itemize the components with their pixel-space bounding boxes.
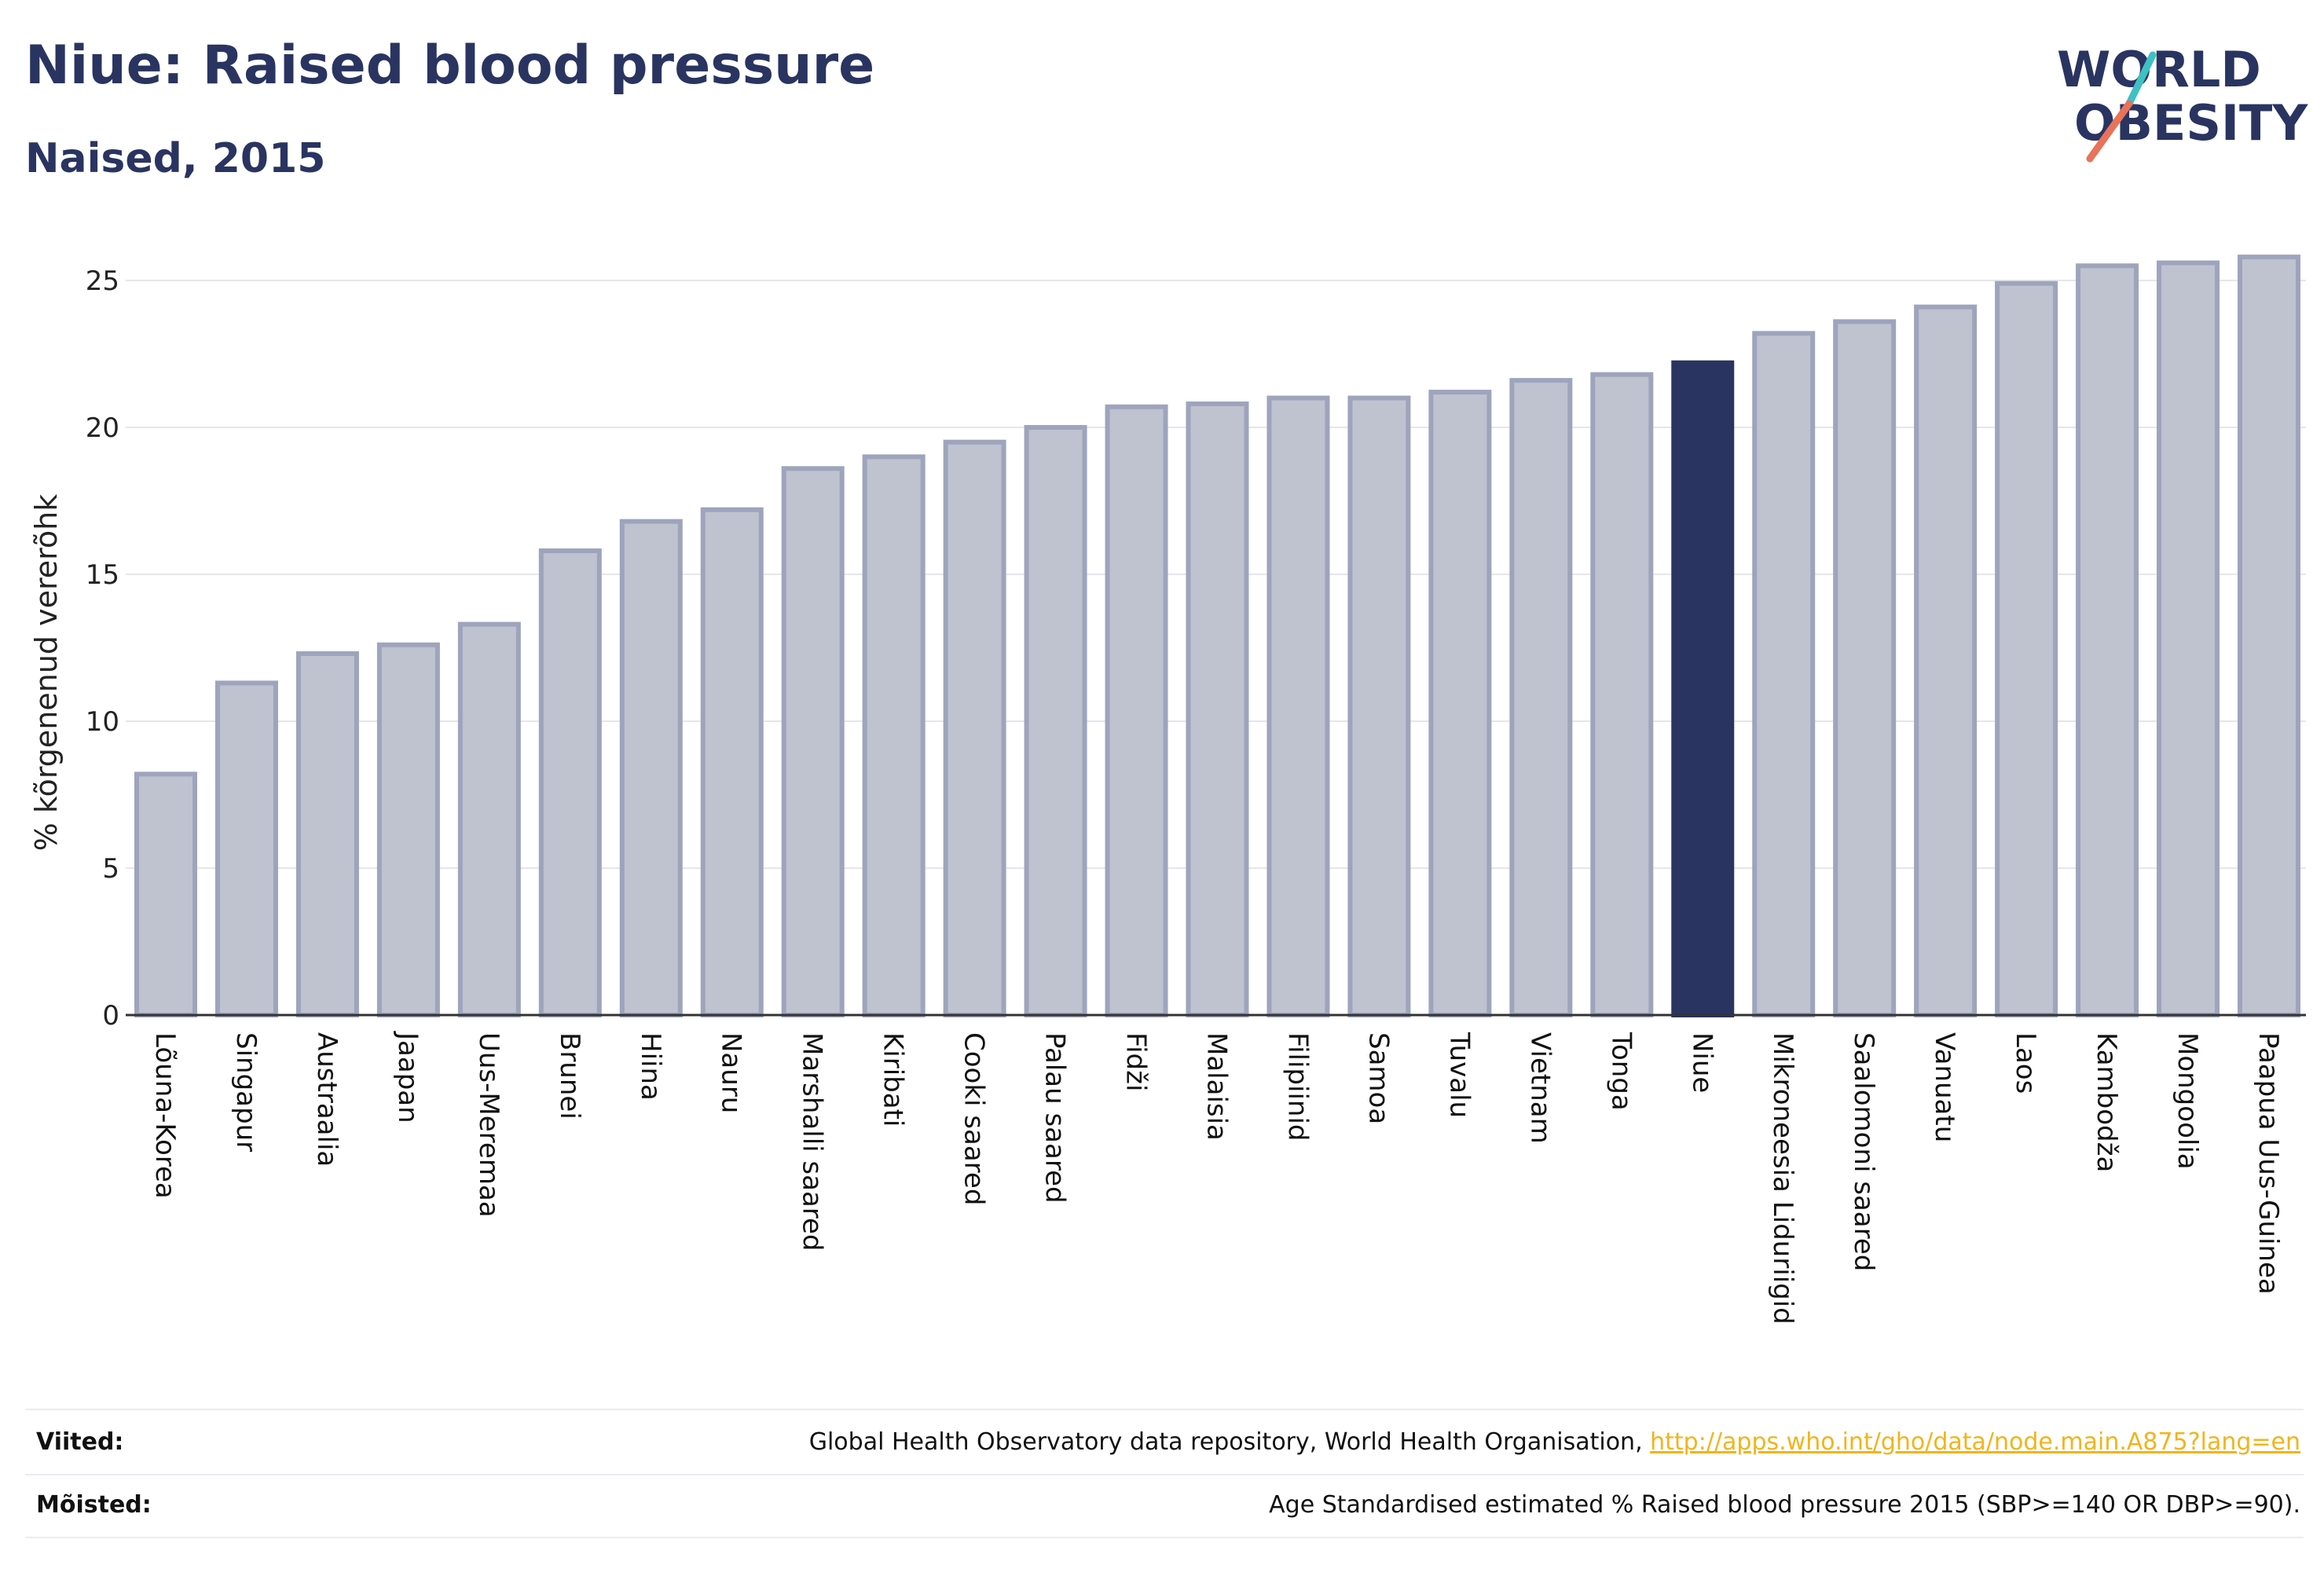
x-tick-label: Filipiinid bbox=[1281, 1032, 1313, 1141]
x-tick-label: Nauru bbox=[716, 1032, 747, 1113]
x-tick-label: Vanuatu bbox=[1929, 1032, 1960, 1142]
x-tick-label: Mongoolia bbox=[2172, 1032, 2203, 1170]
x-tick-label: Uus-Meremaa bbox=[473, 1032, 504, 1218]
x-tick-label: Marshalli saared bbox=[797, 1032, 828, 1252]
x-tick-label: Saalomoni saared bbox=[1848, 1032, 1879, 1271]
footer-divider-middle bbox=[25, 1474, 2304, 1475]
bar bbox=[1752, 331, 1816, 1017]
x-tick-label: Samoa bbox=[1362, 1032, 1394, 1124]
page-title: Niue: Raised blood pressure bbox=[25, 35, 875, 97]
x-tick-label: Tonga bbox=[1605, 1032, 1637, 1111]
world-obesity-logo: WORLD OBESITY bbox=[2057, 41, 2308, 163]
logo-slash-bottom bbox=[2086, 100, 2133, 163]
x-tick-label: Laos bbox=[2010, 1032, 2041, 1094]
bar bbox=[700, 507, 764, 1017]
bar bbox=[1024, 425, 1087, 1017]
x-tick-label: Kiribati bbox=[878, 1032, 909, 1127]
y-tick-label: 5 bbox=[102, 853, 119, 885]
bar bbox=[1509, 378, 1573, 1018]
page-subtitle: Naised, 2015 bbox=[25, 135, 326, 182]
x-tick-label: Kambodža bbox=[2091, 1032, 2122, 1172]
bar bbox=[1914, 304, 1978, 1018]
bar bbox=[457, 621, 521, 1018]
bar bbox=[2076, 263, 2139, 1017]
x-tick-label: Malaisia bbox=[1201, 1032, 1233, 1141]
definitions-label: Mõisted: bbox=[36, 1491, 152, 1519]
bar bbox=[1428, 390, 1492, 1017]
x-tick-label: Brunei bbox=[554, 1032, 585, 1120]
x-tick-label: Singapur bbox=[230, 1032, 262, 1152]
footer-divider-top bbox=[25, 1409, 2304, 1410]
bar bbox=[862, 454, 926, 1017]
bar bbox=[1105, 404, 1168, 1017]
y-tick-label: 15 bbox=[86, 559, 119, 591]
bar bbox=[1995, 280, 2058, 1017]
bar-chart: 0 5 10 15 20 25 % kõrgenenud vererõhk Lõuna-Kor… bbox=[29, 255, 2306, 1325]
bar bbox=[1833, 319, 1897, 1017]
x-tick-label: Mikroneesia Liduriigid bbox=[1767, 1032, 1798, 1325]
x-tick-label: Niue bbox=[1686, 1032, 1717, 1093]
bar bbox=[134, 772, 197, 1017]
x-tick-label: Paapua Uus-Guinea bbox=[2253, 1032, 2284, 1295]
x-tick-label: Tuvalu bbox=[1443, 1032, 1475, 1118]
bar bbox=[538, 548, 602, 1017]
x-tick-label: Vietnam bbox=[1524, 1032, 1556, 1144]
x-tick-label: Austraalia bbox=[311, 1032, 343, 1167]
x-tick-label: Palau saared bbox=[1039, 1032, 1071, 1204]
logo-line1: WORLD bbox=[2057, 41, 2261, 98]
bar bbox=[1347, 395, 1411, 1018]
footer-divider-bottom bbox=[25, 1537, 2304, 1538]
bar bbox=[295, 651, 359, 1017]
bar bbox=[376, 642, 440, 1017]
sources-description: Global Health Observatory data repositor… bbox=[808, 1428, 1651, 1456]
bar bbox=[1186, 401, 1249, 1017]
x-tick-label: Fidži bbox=[1120, 1032, 1152, 1091]
logo-slash-top bbox=[2125, 51, 2157, 108]
sources-link[interactable]: http://apps.who.int/gho/data/node.main.A… bbox=[1650, 1428, 2300, 1456]
sources-text: Global Health Observatory data repositor… bbox=[809, 1428, 2300, 1456]
definitions-text: Age Standardised estimated % Raised bloo… bbox=[1269, 1491, 2300, 1519]
bar bbox=[1590, 372, 1654, 1017]
bar bbox=[2238, 255, 2300, 1017]
y-tick-label: 25 bbox=[86, 266, 119, 297]
bar-highlighted bbox=[1671, 360, 1735, 1018]
y-tick-label: 20 bbox=[86, 412, 119, 444]
x-tick-label: Hiina bbox=[635, 1032, 666, 1101]
bar bbox=[619, 519, 683, 1017]
bar bbox=[1266, 395, 1330, 1018]
bar bbox=[943, 439, 1006, 1017]
x-tick-label: Cooki saared bbox=[959, 1032, 990, 1205]
y-axis-label: % kõrgenenud vererõhk bbox=[29, 494, 64, 852]
x-tick-label: Jaapan bbox=[392, 1031, 423, 1123]
x-tick-label: Lõuna-Korea bbox=[149, 1032, 181, 1199]
bar bbox=[781, 466, 845, 1017]
bar bbox=[2157, 260, 2220, 1017]
y-tick-label: 0 bbox=[102, 1000, 119, 1032]
y-tick-label: 10 bbox=[86, 706, 119, 738]
sources-label: Viited: bbox=[36, 1428, 124, 1456]
bar bbox=[214, 680, 278, 1017]
